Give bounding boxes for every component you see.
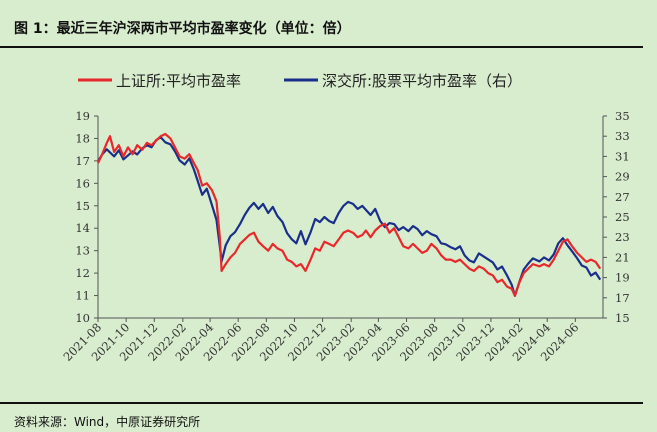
y-right-tick-label: 21 (615, 250, 630, 264)
sh-pe-series-line (97, 132, 602, 297)
y-right-tick-label: 31 (615, 149, 630, 163)
chart-series (97, 132, 602, 297)
y-left-tick-label: 17 (75, 154, 90, 168)
y-left-tick-label: 18 (75, 131, 90, 145)
y-right-tick-label: 33 (615, 129, 630, 143)
legend-item-sh-label: 上证所:平均市盈率 (116, 72, 241, 90)
y-right-tick-label: 25 (615, 210, 630, 224)
legend-item-sz-label: 深交所:股票平均市盈率（右） (322, 72, 522, 90)
y-left-tick-label: 16 (75, 176, 90, 190)
y-left-tick-label: 11 (75, 289, 90, 303)
chart-legend: 上证所:平均市盈率 深交所:股票平均市盈率（右） (78, 72, 522, 90)
y-right-tick-label: 23 (615, 230, 630, 244)
source-note: 资料来源：Wind，中原证券研究所 (14, 415, 201, 429)
y-right-tick-label: 27 (615, 190, 630, 204)
y-right-tick-label: 19 (615, 271, 630, 285)
y-right-tick-label: 29 (615, 170, 630, 184)
pe-ratio-chart: 上证所:平均市盈率 深交所:股票平均市盈率（右） 10 11 12 13 14 15 16 17… (60, 72, 630, 364)
y-left-tick-label: 14 (75, 221, 90, 235)
footer-divider (0, 402, 643, 404)
y-left-tick-label: 19 (75, 109, 90, 123)
title-divider (0, 46, 643, 48)
y-left-tick-label: 10 (75, 311, 90, 325)
y-right-tick-label: 35 (615, 109, 630, 123)
y-right-tick-label: 17 (615, 291, 630, 305)
y-right-tick-label: 15 (615, 311, 630, 325)
y-left-tick-label: 13 (75, 244, 90, 258)
y-left-tick-label: 15 (75, 199, 90, 213)
figure-title: 图 1：最近三年沪深两市平均市盈率变化（单位：倍） (14, 21, 351, 37)
y-left-tick-label: 12 (75, 266, 90, 280)
